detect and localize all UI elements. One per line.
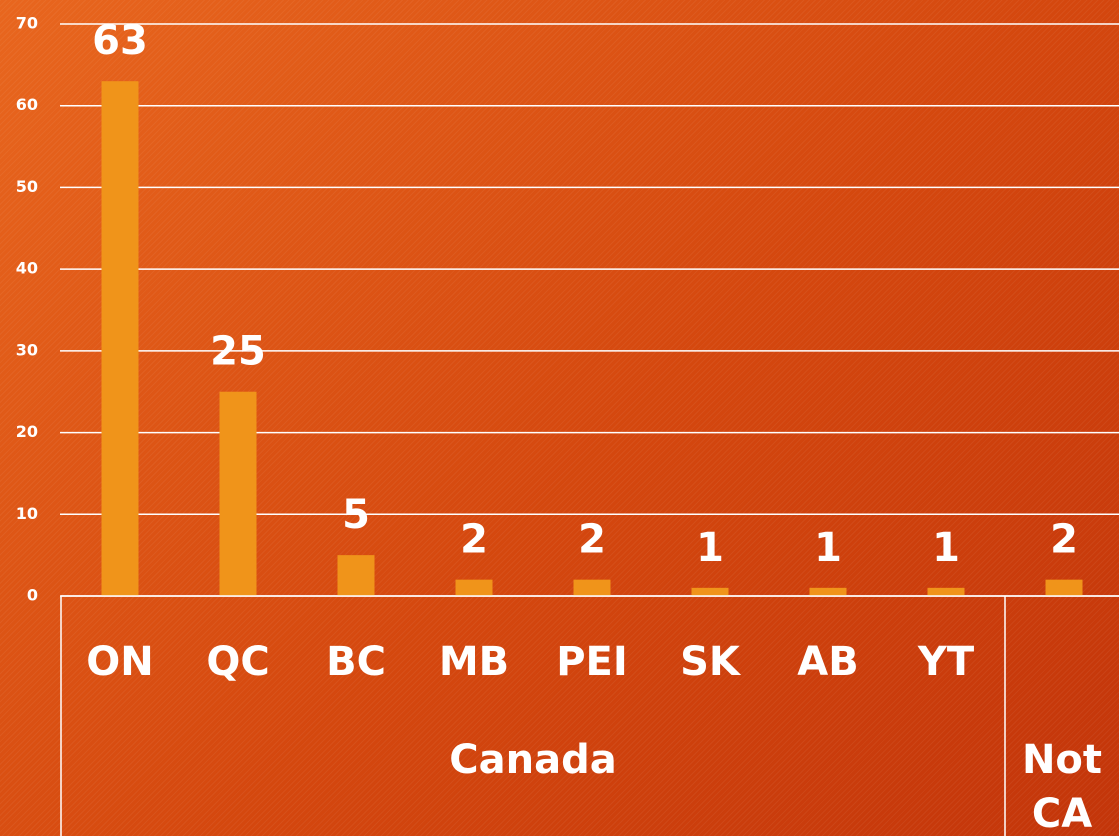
y-tick-label: 40: [16, 259, 38, 278]
data-label: 2: [578, 517, 606, 563]
data-label: 1: [814, 525, 842, 571]
group-label: Canada: [449, 737, 617, 783]
x-tick-label: BC: [326, 639, 386, 685]
bar: [455, 579, 493, 596]
x-tick-label: QC: [206, 639, 269, 685]
x-tick-label: ON: [86, 639, 153, 685]
bar: [573, 579, 611, 596]
data-label: 1: [932, 525, 960, 571]
y-tick-label: 10: [16, 504, 38, 523]
data-label: 25: [210, 329, 266, 375]
bar: [809, 587, 847, 596]
y-tick-label: 70: [16, 14, 38, 33]
bar: [691, 587, 729, 596]
x-tick-label: YT: [917, 639, 975, 685]
x-tick-label: AB: [797, 639, 858, 685]
x-tick-label: MB: [439, 639, 509, 685]
data-label: 63: [92, 18, 148, 64]
y-tick-label: 20: [16, 422, 38, 441]
x-tick-label: PEI: [556, 639, 628, 685]
bar: [927, 587, 965, 596]
data-label: 5: [342, 492, 370, 538]
data-label: 1: [696, 525, 724, 571]
data-label: 2: [1050, 517, 1078, 563]
bar: [337, 555, 375, 596]
data-label: 2: [460, 517, 488, 563]
y-tick-label: 0: [27, 586, 38, 605]
bar: [1045, 579, 1083, 596]
y-tick-label: 50: [16, 177, 38, 196]
group-label: Not CA: [1021, 737, 1103, 836]
y-tick-label: 30: [16, 340, 38, 359]
bar: [219, 391, 257, 596]
x-tick-label: SK: [680, 639, 742, 685]
bar: [101, 81, 139, 596]
y-tick-label: 60: [16, 95, 38, 114]
